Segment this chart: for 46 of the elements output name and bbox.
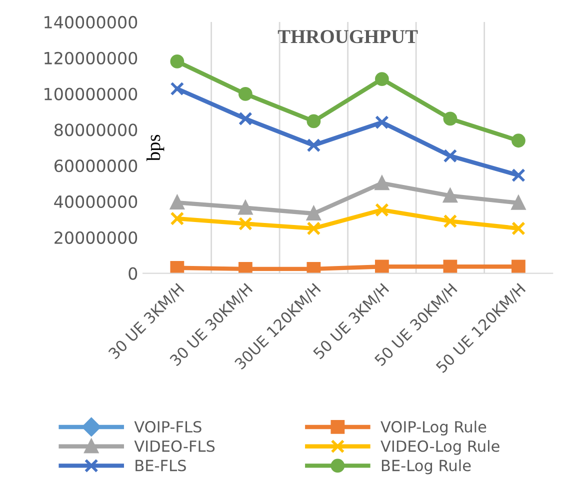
point: [512, 168, 526, 182]
y-tick-label: 20000000: [54, 231, 138, 244]
point: [375, 72, 389, 86]
point: [306, 114, 321, 128]
point: [306, 206, 321, 220]
point: [170, 54, 184, 68]
point: [238, 112, 252, 126]
y-tick-label: 0: [128, 267, 138, 280]
y-tick-label: 120000000: [44, 52, 138, 64]
legend-label: VIDEO-FLS: [134, 440, 215, 452]
legend-label: BE-FLS: [136, 460, 186, 472]
y-tick-label: 140000000: [44, 16, 138, 29]
point: [375, 176, 389, 190]
legend-label: BE-Log Rule: [382, 459, 471, 474]
point: [238, 262, 252, 274]
y-tick-label: 100000000: [44, 88, 138, 100]
point: [375, 115, 389, 130]
point: [170, 196, 184, 210]
point: [443, 214, 458, 228]
point: [170, 82, 184, 96]
point: [238, 200, 252, 215]
legend-label: VIDEO-Log Rule: [380, 440, 500, 455]
point: [443, 112, 458, 126]
point: [512, 260, 526, 274]
point: [238, 216, 252, 231]
y-tick-label: 60000000: [54, 160, 138, 172]
y-tick-label: 40000000: [54, 195, 138, 208]
point: [443, 260, 458, 274]
point: [306, 138, 321, 152]
point: [443, 148, 458, 163]
point: [443, 188, 458, 203]
point: [170, 260, 184, 274]
point: [512, 196, 526, 210]
point: [512, 134, 526, 148]
y-axis-title: bps: [146, 134, 164, 162]
point: [512, 221, 526, 236]
point: [306, 221, 321, 236]
point: [306, 262, 321, 274]
chart-title: THROUGHPUT: [278, 30, 418, 44]
legend-label: VOIP-FLS: [134, 420, 202, 433]
point: [170, 212, 184, 226]
legend-label: VOIP-Log Rule: [380, 420, 486, 436]
point: [375, 260, 389, 274]
point: [375, 202, 389, 217]
y-tick-label: 80000000: [54, 124, 138, 136]
point: [238, 87, 252, 101]
